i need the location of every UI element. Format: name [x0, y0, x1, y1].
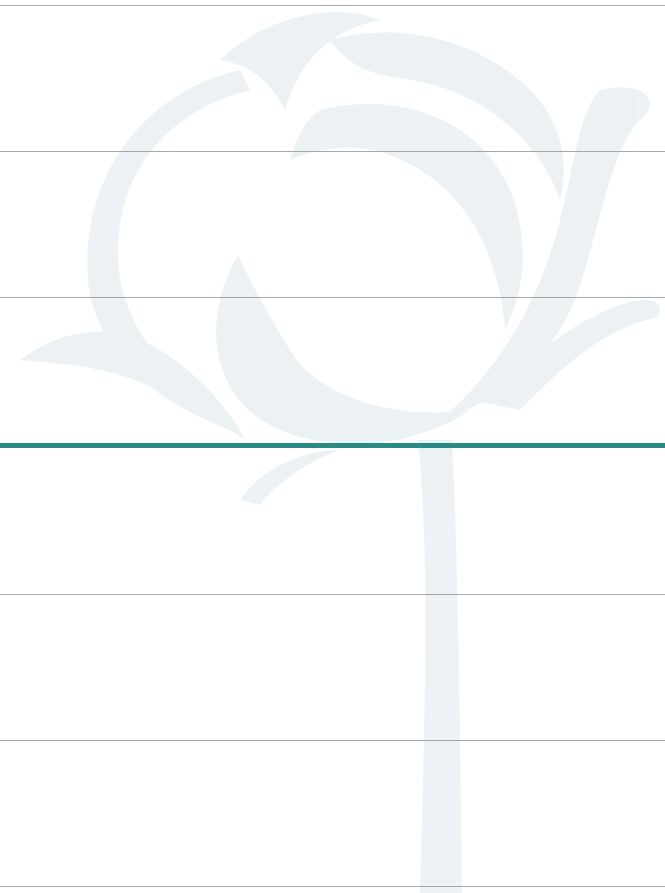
lower-sepal: [240, 450, 340, 505]
accent-separator: [0, 443, 665, 448]
inner-petal: [290, 103, 523, 330]
top-right-petal: [330, 32, 564, 200]
cotton-watermark: [20, 12, 660, 893]
left-sepal: [20, 331, 245, 440]
right-petal: [440, 87, 651, 420]
stem: [418, 440, 462, 893]
top-left-petal: [220, 12, 380, 111]
center-petal: [216, 255, 470, 444]
right-sepal: [470, 299, 660, 410]
